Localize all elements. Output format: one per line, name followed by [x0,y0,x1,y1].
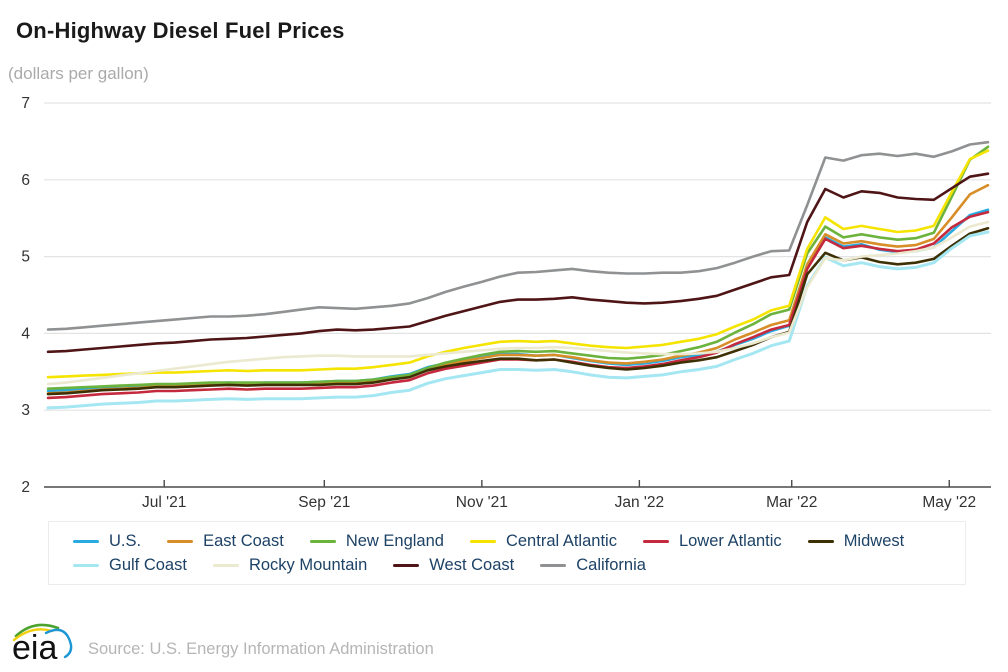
legend-swatch-east-coast [167,539,194,543]
legend-item-midwest[interactable]: Midwest [807,531,905,551]
y-tick-label-6: 6 [21,172,30,189]
legend-label: Rocky Mountain [248,555,368,574]
series-line-california[interactable] [46,140,990,331]
legend-swatch-california [540,563,567,567]
legend-label: Lower Atlantic [678,531,782,550]
legend-item-u-s-[interactable]: U.S. [73,532,141,551]
eia-logo-text: eia [12,629,57,665]
series-line-central-atlantic[interactable] [46,149,990,379]
x-tick-label: Sep '21 [298,494,350,511]
legend-label: Midwest [843,531,905,550]
series-line-midwest[interactable] [46,226,990,396]
series-line-west-coast[interactable] [46,172,990,354]
x-tick-label: Nov '21 [456,494,508,511]
eia-logo-blue-arc [44,628,73,659]
y-tick-label-3: 3 [21,402,30,419]
legend-item-rocky-mountain[interactable]: Rocky Mountain [212,555,368,575]
chart-units-subtitle: (dollars per gallon) [8,64,149,83]
legend-label: West Coast [429,555,515,574]
eia-logo-green-arc [14,623,60,638]
legend-swatch-central-atlantic [469,539,496,543]
series-line-east-coast[interactable] [46,183,990,395]
series-line-new-england[interactable] [46,145,990,391]
y-tick-label-4: 4 [21,325,30,342]
legend-item-lower-atlantic[interactable]: Lower Atlantic [642,531,782,551]
legend-item-east-coast[interactable]: East Coast [167,532,284,551]
legend-label: East Coast [203,531,284,550]
chart-area: 2 3 4 5 6 7 Jul '21 Sep '21 Nov '21 Jan '22 Mar '2… [0,88,1008,518]
legend-label: California [576,555,646,574]
y-tick-label-5: 5 [21,249,30,266]
y-tick-label-7: 7 [21,95,30,112]
legend-swatch-lower-atlantic [642,539,669,543]
legend-swatch-u-s- [73,539,99,543]
source-attribution: Source: U.S. Energy Information Administ… [88,640,434,658]
y-tick-label-2: 2 [21,479,30,496]
legend-label: U.S. [109,531,142,550]
legend-swatch-gulf-coast [73,563,99,567]
chart-legend: U.S. East Coast New England Central Atlanti… [48,521,966,585]
x-tick-label: Jul '21 [142,494,186,511]
x-tick-label: Jan '22 [615,494,665,511]
legend-item-california[interactable]: California [540,556,646,575]
legend-item-west-coast[interactable]: West Coast [393,556,514,575]
x-tick-label: May '22 [922,494,976,511]
page-title: On-Highway Diesel Fuel Prices [16,18,345,43]
legend-label: New England [345,531,444,550]
x-tick-label: Mar '22 [766,494,817,511]
chart-svg[interactable]: 2 3 4 5 6 7 Jul '21 Sep '21 Nov '21 Jan '22 Mar '2… [0,88,1008,518]
legend-item-central-atlantic[interactable]: Central Atlantic [469,531,617,551]
legend-swatch-west-coast [393,563,420,567]
legend-item-new-england[interactable]: New England [309,531,444,551]
legend-label: Central Atlantic [505,531,617,550]
eia-logo-yellow-arc [12,628,54,642]
legend-swatch-new-england [309,539,336,543]
legend-label: Gulf Coast [109,555,187,574]
series-line-rocky-mountain[interactable] [46,220,990,386]
series-line-gulf-coast[interactable] [46,230,990,410]
eia-logo[interactable]: eia [8,615,80,670]
legend-swatch-midwest [807,539,834,543]
legend-swatch-rocky-mountain [212,563,239,567]
legend-item-gulf-coast[interactable]: Gulf Coast [73,556,187,575]
